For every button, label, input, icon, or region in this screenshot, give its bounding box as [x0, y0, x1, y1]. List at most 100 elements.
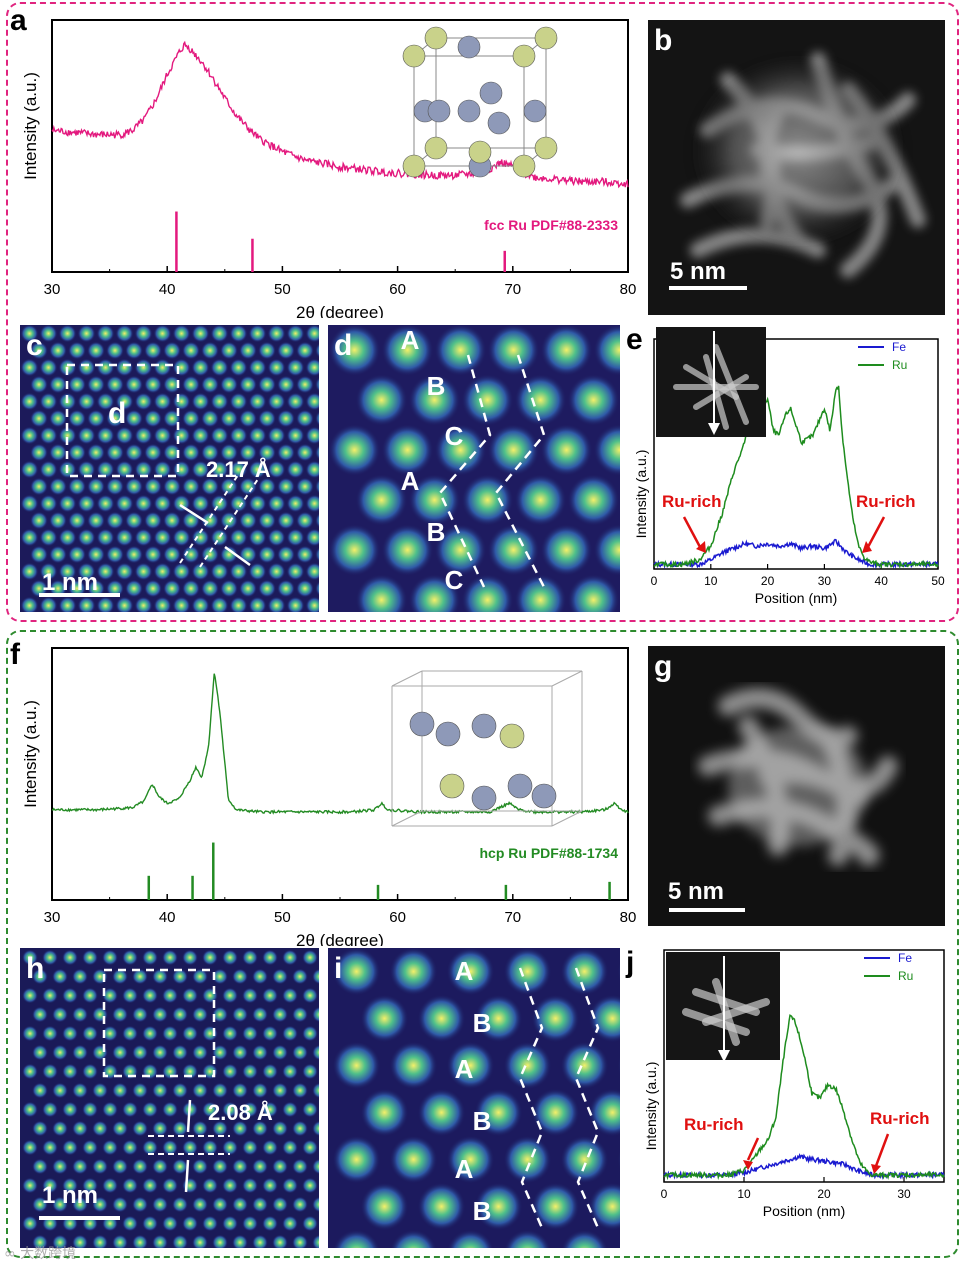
atom-column — [134, 528, 153, 547]
atom-column — [229, 426, 248, 445]
atom-column — [248, 392, 267, 411]
atom-column — [296, 341, 314, 360]
atom-column — [202, 1139, 218, 1156]
atom-column — [96, 426, 115, 445]
atom-column — [282, 1177, 298, 1194]
atom-column — [115, 494, 134, 513]
atom-column — [132, 1158, 148, 1175]
panel-label-c: c — [26, 329, 43, 362]
atom-column — [182, 409, 200, 428]
atom-column — [39, 426, 58, 445]
atom-column — [87, 375, 105, 394]
atom-column — [134, 562, 153, 581]
x-tick-label-e: 50 — [931, 574, 945, 588]
atom-column — [112, 1158, 128, 1175]
atom-column — [315, 343, 319, 358]
atom-column — [182, 477, 200, 496]
atom-column — [172, 1082, 188, 1099]
atom-column — [267, 325, 286, 343]
atom-column — [49, 443, 67, 462]
scale-label-c: 1 nm — [42, 569, 99, 596]
atom-column — [134, 596, 153, 612]
atom-column — [125, 477, 143, 496]
atom-column — [172, 968, 188, 985]
atom-column — [296, 375, 314, 394]
atom-column — [30, 511, 48, 530]
atom-column — [172, 528, 191, 547]
atom-column — [82, 1177, 98, 1194]
atom-column — [144, 579, 162, 598]
atom-column — [122, 1177, 138, 1194]
atom-column — [58, 596, 77, 612]
atom-column — [286, 528, 305, 547]
atom-column — [487, 424, 540, 476]
atom-column — [32, 1158, 48, 1175]
atom-fe — [534, 26, 558, 50]
atom-column — [417, 994, 466, 1043]
legend-label-ru: Ru — [898, 969, 913, 983]
stack-label-A: A — [401, 466, 420, 496]
atom-column — [461, 374, 514, 426]
atom-column — [42, 1101, 58, 1118]
atom-column — [201, 545, 219, 564]
x-tick-label-f-2: 50 — [274, 909, 291, 926]
atom-column — [461, 474, 514, 526]
atom-column — [272, 1158, 288, 1175]
atom-column — [272, 1234, 288, 1248]
red-arrow-head — [862, 541, 872, 553]
atom-column — [389, 1041, 438, 1090]
atom-column — [32, 1082, 48, 1099]
atom-column — [446, 1041, 495, 1090]
x-tick-label-f-1: 40 — [159, 909, 176, 926]
atom-column — [72, 1158, 88, 1175]
atom-column — [267, 358, 286, 377]
atom-column — [77, 325, 96, 343]
atom-column — [30, 443, 48, 462]
atom-column — [163, 341, 181, 360]
atom-column — [191, 325, 210, 343]
crystal-structure-fcc — [402, 26, 558, 178]
atom-column — [487, 325, 540, 376]
inset-particle — [693, 374, 749, 410]
atom-column — [333, 1229, 380, 1248]
inset-particles-e — [673, 344, 759, 430]
atom-column — [30, 545, 48, 564]
zigzag-guide — [574, 967, 600, 1229]
atom-column — [172, 596, 191, 612]
atom-column — [22, 949, 38, 966]
atom-column — [305, 562, 319, 581]
atom-column — [210, 426, 229, 445]
red-arrow-left-e — [682, 516, 702, 548]
atom-column — [267, 596, 286, 612]
atom-column — [296, 477, 314, 496]
x-tick-label-j: 10 — [737, 1187, 751, 1201]
atom-column — [82, 987, 98, 1004]
atom-column — [417, 1088, 466, 1137]
atom-column — [62, 1139, 78, 1156]
atom-column — [258, 545, 276, 564]
atom-column — [286, 562, 305, 581]
atom-column — [503, 948, 552, 996]
atom-column — [144, 511, 162, 530]
atom-column — [201, 579, 219, 598]
atom-column — [112, 1044, 128, 1061]
atom-column — [540, 325, 593, 376]
panel-label-d: d — [334, 329, 353, 362]
atom-column — [77, 596, 96, 612]
atom-column — [132, 968, 148, 985]
atom-column — [125, 511, 143, 530]
atom-column — [163, 511, 181, 530]
atom-column — [182, 443, 200, 462]
atom-column — [567, 474, 620, 526]
atom-column — [163, 545, 181, 564]
atom-column — [446, 948, 495, 996]
stack-label-C: C — [445, 421, 464, 451]
atom-column — [62, 1025, 78, 1042]
atom-column — [267, 426, 286, 445]
atom-column — [172, 1196, 188, 1213]
atom-column — [39, 460, 58, 479]
atom-column — [210, 392, 229, 411]
panel-label-j: j — [626, 946, 635, 979]
atom-column — [232, 1044, 248, 1061]
atom-column — [305, 358, 319, 377]
